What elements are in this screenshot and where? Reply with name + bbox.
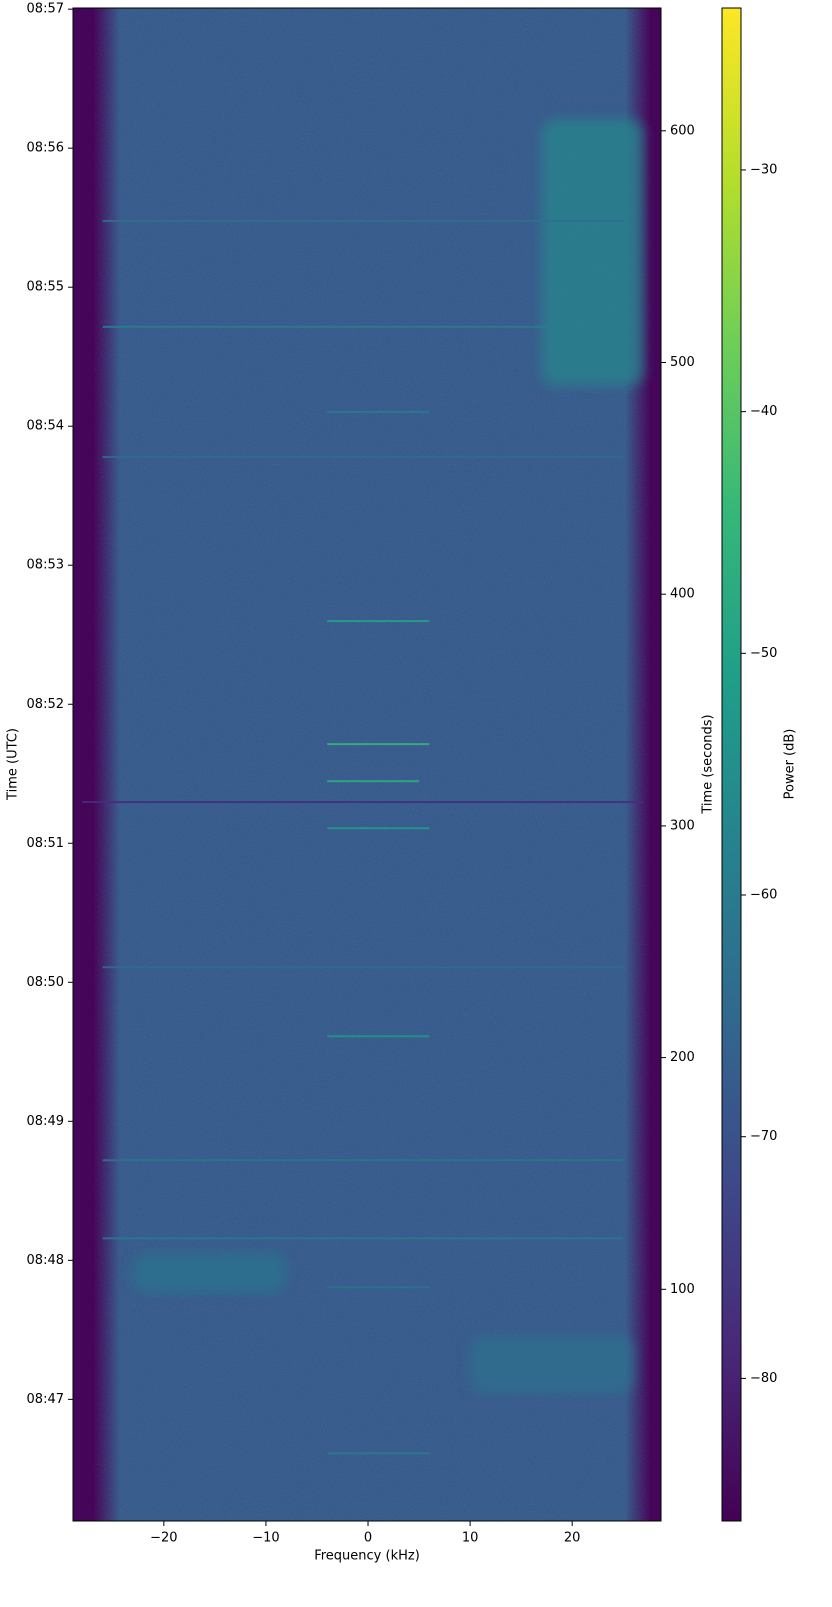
y-tick-label: 08:55 bbox=[27, 280, 64, 295]
signal-line bbox=[102, 456, 624, 459]
y2-tick-label: 500 bbox=[670, 355, 695, 370]
signal-line bbox=[327, 410, 430, 413]
y2-axis-label: Time (seconds) bbox=[701, 714, 716, 814]
colorbar-tick-label: −30 bbox=[750, 162, 777, 177]
colorbar bbox=[722, 8, 741, 1521]
signal-line bbox=[327, 1286, 430, 1289]
signal-line bbox=[102, 1159, 624, 1162]
y-tick-label: 08:56 bbox=[27, 141, 64, 156]
signal-line bbox=[327, 620, 430, 623]
y2-tick-label: 200 bbox=[670, 1050, 695, 1065]
signal-line bbox=[102, 325, 573, 328]
x-tick-label: −10 bbox=[252, 1531, 279, 1546]
x-tick-label: −20 bbox=[150, 1531, 177, 1546]
colorbar-tick-label: −50 bbox=[750, 646, 777, 661]
y-tick-label: 08:50 bbox=[27, 975, 64, 990]
plot-area bbox=[73, 8, 661, 1521]
signal-line bbox=[102, 219, 624, 222]
x-tick-label: 0 bbox=[364, 1531, 372, 1546]
y-tick-label: 08:53 bbox=[27, 558, 64, 573]
y-tick-label: 08:48 bbox=[27, 1253, 64, 1268]
signal-line bbox=[102, 966, 624, 969]
x-tick-label: 20 bbox=[564, 1531, 581, 1546]
x-axis-label: Frequency (kHz) bbox=[314, 1549, 420, 1564]
colorbar-frame bbox=[721, 7, 742, 1522]
signal-line bbox=[327, 743, 430, 746]
y-tick-label: 08:54 bbox=[27, 419, 64, 434]
y-tick-label: 08:57 bbox=[27, 2, 64, 17]
y-tick-label: 08:51 bbox=[27, 836, 64, 851]
y-axis-label: Time (UTC) bbox=[6, 728, 21, 801]
colorbar-tick-label: −40 bbox=[750, 404, 777, 419]
y2-tick-label: 600 bbox=[670, 123, 695, 138]
y-tick-label: 08:49 bbox=[27, 1114, 64, 1129]
y-tick-label: 08:52 bbox=[27, 697, 64, 712]
plot-frame bbox=[72, 7, 662, 1522]
signal-line bbox=[327, 1452, 430, 1455]
signal-line bbox=[327, 780, 420, 783]
signal-line bbox=[82, 801, 644, 804]
signal-region bbox=[133, 1252, 287, 1294]
y2-tick-label: 400 bbox=[670, 587, 695, 602]
colorbar-label: Power (dB) bbox=[783, 729, 798, 800]
signal-line bbox=[102, 1237, 624, 1240]
signal-region bbox=[470, 1335, 634, 1394]
colorbar-tick-label: −80 bbox=[750, 1371, 777, 1386]
signal-region bbox=[541, 119, 644, 386]
signal-line bbox=[327, 1035, 430, 1038]
colorbar-tick-label: −60 bbox=[750, 888, 777, 903]
y2-tick-label: 300 bbox=[670, 818, 695, 833]
y-tick-label: 08:47 bbox=[27, 1392, 64, 1407]
signal-line bbox=[327, 827, 430, 830]
y2-tick-label: 100 bbox=[670, 1282, 695, 1297]
colorbar-tick-label: −70 bbox=[750, 1129, 777, 1144]
x-tick-label: 10 bbox=[462, 1531, 479, 1546]
